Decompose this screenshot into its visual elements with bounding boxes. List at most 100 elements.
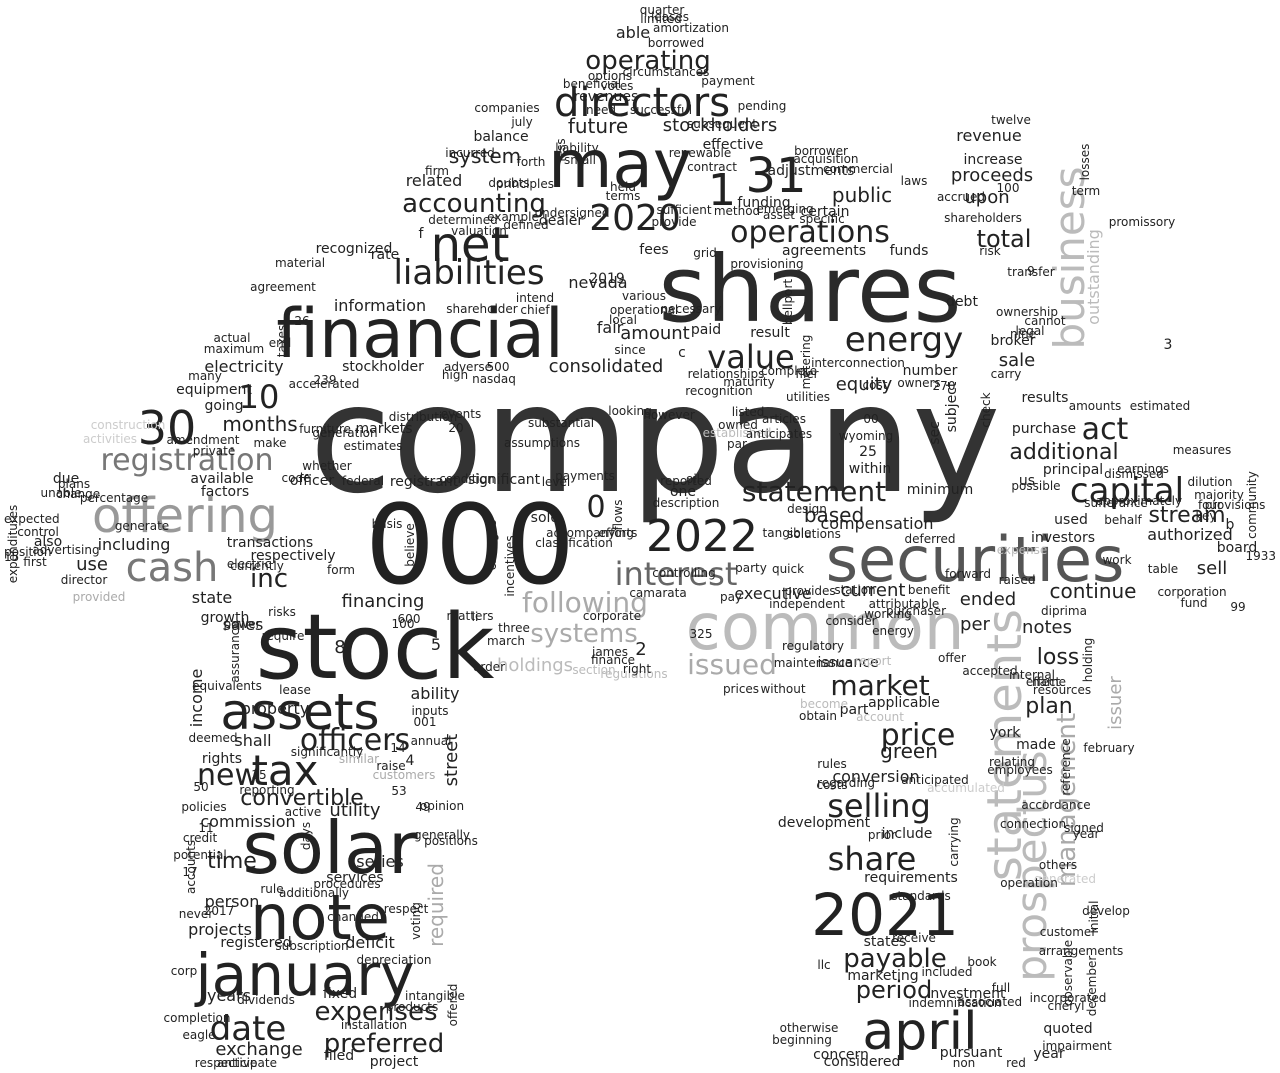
cloud-word: losses — [1078, 143, 1092, 181]
cloud-word: revenue — [956, 126, 1022, 145]
cloud-word: sold — [530, 510, 560, 526]
cloud-word: york — [989, 725, 1021, 741]
cloud-word: otherwise — [779, 1021, 839, 1035]
cloud-word: days — [299, 821, 313, 851]
cloud-word: dividends — [237, 993, 295, 1007]
cloud-word: expenditures — [6, 504, 20, 584]
cloud-word: diprima — [1041, 604, 1087, 618]
cloud-word: respect — [383, 902, 429, 916]
cloud-word: term — [1071, 184, 1101, 198]
cloud-word: firm — [425, 164, 449, 178]
cloud-word: solar — [242, 806, 418, 890]
cloud-word: laws — [900, 174, 928, 188]
cloud-word: stream — [1148, 503, 1226, 528]
cloud-word: positions — [424, 834, 478, 848]
cloud-word: ability — [410, 684, 460, 703]
cloud-word: securities — [825, 523, 1125, 596]
cloud-word: respective — [194, 1056, 258, 1070]
cloud-word: market — [830, 669, 930, 702]
cloud-word: maturity — [723, 375, 775, 389]
cloud-word: also — [33, 534, 63, 550]
cloud-word: benefit — [907, 583, 951, 597]
cloud-word: doubts — [488, 176, 530, 190]
cloud-word: income — [187, 668, 206, 728]
cloud-word: cash — [125, 545, 219, 591]
cloud-word: 5 — [430, 635, 442, 654]
cloud-word: sell — [1196, 558, 1228, 579]
cloud-word: generate — [114, 519, 170, 533]
cloud-word: holdings — [496, 655, 574, 676]
cloud-word: funding — [737, 195, 791, 211]
cloud-word: section — [572, 663, 616, 677]
cloud-word: method — [713, 204, 761, 218]
cloud-word: successful — [629, 103, 693, 117]
cloud-word: position — [4, 545, 52, 559]
cloud-word: majority — [1194, 488, 1244, 502]
cloud-word: funds — [889, 243, 929, 259]
cloud-word: april — [862, 1002, 978, 1062]
cloud-word: registered — [220, 935, 292, 951]
cloud-word: 2019 — [589, 271, 625, 287]
cloud-word: furniture — [299, 422, 351, 436]
cloud-word: resources — [1032, 683, 1092, 697]
cloud-word: annual — [410, 734, 452, 748]
cloud-word: agreement — [250, 280, 316, 294]
cloud-word: 30 — [137, 401, 197, 455]
cloud-word: carry — [990, 367, 1022, 381]
cloud-word: 99 — [1230, 600, 1246, 614]
cloud-word: systems — [530, 619, 638, 649]
cloud-word: raise — [376, 759, 406, 773]
cloud-word: act — [1081, 412, 1129, 447]
cloud-word: lease — [279, 683, 311, 697]
cloud-word: july — [511, 115, 533, 129]
cloud-word: products — [385, 1000, 439, 1014]
cloud-word: preferred — [323, 1029, 445, 1059]
cloud-word: standards — [891, 889, 951, 903]
cloud-word: period — [855, 976, 933, 1004]
cloud-word: amount — [620, 323, 690, 344]
cloud-word: control — [17, 525, 59, 539]
cloud-word: eagle — [182, 1028, 216, 1042]
cloud-word: subscription — [275, 939, 349, 953]
cloud-word: required — [424, 863, 448, 947]
cloud-word: 325 — [689, 627, 713, 641]
cloud-word: 600 — [397, 612, 421, 626]
cloud-word: material — [274, 256, 326, 270]
cloud-word: changed — [327, 910, 379, 924]
cloud-word: quoted — [1043, 1021, 1093, 1037]
cloud-word: relationships — [687, 367, 765, 381]
cloud-word: forth — [516, 155, 546, 169]
cloud-word: fund — [1180, 596, 1208, 610]
cloud-word: design — [787, 502, 827, 516]
cloud-word: forward — [944, 567, 992, 581]
cloud-word: regulatory — [781, 639, 845, 653]
cloud-word: price — [880, 718, 956, 753]
cloud-word: amendment — [166, 433, 240, 447]
cloud-word: significantly — [290, 745, 364, 759]
cloud-word: system — [448, 144, 522, 168]
cloud-word: matters — [446, 609, 494, 623]
cloud-word: private — [192, 444, 236, 458]
cloud-word: december — [1085, 955, 1099, 1017]
cloud-word: commission — [200, 812, 296, 831]
cloud-word: 25 — [859, 444, 877, 460]
cloud-word: ii — [471, 610, 479, 624]
cloud-word: included — [921, 965, 973, 979]
cloud-word: filer — [795, 367, 819, 381]
cloud-word: investors — [1030, 530, 1096, 546]
cloud-word: accelerated — [288, 377, 360, 391]
cloud-word: operations — [730, 215, 890, 250]
cloud-word: valuation — [451, 224, 507, 238]
cloud-word: convertible — [240, 786, 364, 811]
cloud-word: services — [326, 870, 384, 886]
cloud-word: 2021 — [811, 881, 959, 949]
cloud-word: solutions — [787, 527, 841, 541]
cloud-word: undersigned — [534, 206, 610, 220]
cloud-word: various — [622, 289, 666, 303]
cloud-word: community — [1245, 471, 1259, 539]
cloud-word: assumptions — [503, 436, 581, 450]
cloud-word: information — [333, 296, 427, 315]
cloud-word: cannot — [1024, 314, 1066, 328]
cloud-word: dilution — [1187, 475, 1233, 489]
cloud-word: state — [191, 588, 233, 607]
